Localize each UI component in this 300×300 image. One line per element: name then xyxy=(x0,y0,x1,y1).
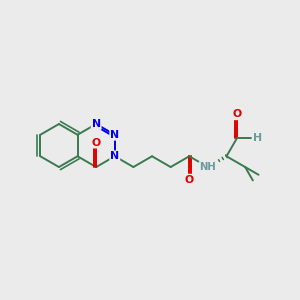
Text: N: N xyxy=(92,119,101,129)
Text: NH: NH xyxy=(200,162,216,172)
Text: N: N xyxy=(110,130,119,140)
Text: H: H xyxy=(253,133,262,143)
Text: O: O xyxy=(92,138,101,148)
Text: O: O xyxy=(185,175,194,184)
Text: O: O xyxy=(233,109,242,119)
Text: N: N xyxy=(110,151,119,161)
